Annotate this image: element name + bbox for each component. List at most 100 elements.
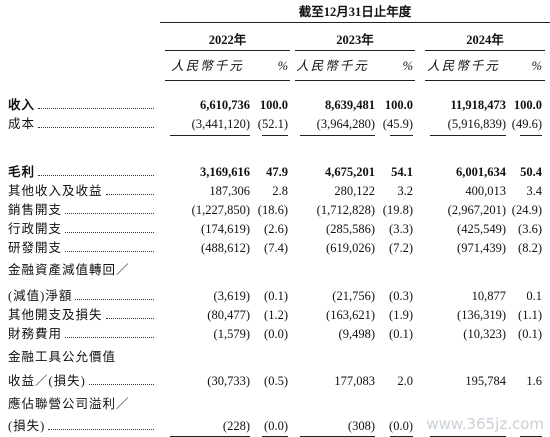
label-text: 應佔聯營公司溢利／: [8, 397, 130, 411]
cell: (45.9): [382, 117, 413, 131]
cell: (19.8): [382, 203, 413, 217]
row-label: 金融資產減值轉回／: [8, 262, 130, 278]
cell: (24.9): [511, 203, 542, 217]
cell: 6,001,634: [456, 165, 506, 179]
unit-header: %: [277, 59, 288, 73]
row-label: 行政開支: [8, 221, 154, 237]
cell: 2.8: [272, 184, 288, 198]
dot-leader: [38, 97, 154, 109]
cell: 6,610,736: [200, 98, 250, 112]
cell: (10,323): [463, 327, 506, 341]
cell: (5,916,839): [447, 117, 506, 131]
cell: (3.6): [518, 222, 542, 236]
unit-header: 人民幣千元: [296, 59, 369, 73]
unit-header: %: [402, 59, 413, 73]
row-label: 毛利: [8, 164, 154, 180]
period-header: 截至12月31日止年度: [298, 5, 412, 19]
dot-leader: [88, 373, 154, 385]
cell: 400,013: [465, 184, 506, 198]
cell: (0.0): [264, 327, 288, 341]
cell: (2,967,201): [447, 203, 506, 217]
cell: (21,756): [332, 289, 375, 303]
cell: (9,498): [338, 327, 375, 341]
row-label: 應佔聯營公司溢利／: [8, 396, 130, 412]
rule: [165, 80, 290, 81]
cell: (0.5): [264, 374, 288, 388]
cell: (0.0): [264, 419, 288, 433]
cell: 3.2: [397, 184, 413, 198]
cell: (1,579): [213, 327, 250, 341]
cell: 3.4: [526, 184, 542, 198]
cell: (7.4): [264, 241, 288, 255]
dot-leader: [105, 307, 154, 319]
rule: [165, 50, 290, 51]
cell: (1.2): [264, 308, 288, 322]
rule: [425, 80, 545, 81]
dot-leader: [65, 221, 154, 233]
cell: (80,477): [207, 308, 250, 322]
watermark: www.365jz.com: [426, 415, 544, 433]
dot-leader: [38, 164, 154, 176]
rule: [160, 22, 550, 23]
cell: 2.0: [397, 374, 413, 388]
cell: 177,083: [334, 374, 375, 388]
dot-leader: [105, 183, 154, 195]
cell: (3,619): [213, 289, 250, 303]
label-text: 金融工具公允價值: [8, 350, 117, 364]
rule: [295, 50, 415, 51]
label-text: 研發開支: [8, 241, 63, 255]
cell: (3,964,280): [316, 117, 375, 131]
rule: [295, 80, 415, 81]
label-text: 成本: [8, 117, 36, 131]
cell: (1,712,828): [316, 203, 375, 217]
dot-leader: [75, 288, 154, 300]
cell: 11,918,473: [450, 98, 506, 112]
unit-header: %: [531, 59, 542, 73]
dot-leader: [48, 418, 154, 430]
rule: [390, 135, 413, 136]
cell: (228): [222, 419, 250, 433]
cell: 3,169,616: [200, 165, 250, 179]
rule: [170, 135, 250, 136]
cell: (136,319): [457, 308, 506, 322]
cell: (0.3): [389, 289, 413, 303]
cell: 195,784: [465, 374, 506, 388]
cell: (0.1): [264, 289, 288, 303]
cell: (0.0): [389, 419, 413, 433]
cell: (3.3): [389, 222, 413, 236]
cell: 4,675,201: [325, 165, 375, 179]
label-text: 財務費用: [8, 327, 63, 341]
cell: (971,439): [457, 241, 506, 255]
cell: (619,026): [326, 241, 375, 255]
cell: 187,306: [209, 184, 250, 198]
row-label: 收入: [8, 97, 154, 113]
cell: (0.1): [389, 327, 413, 341]
rule: [300, 135, 375, 136]
row-label: (損失): [8, 418, 154, 434]
cell: (308): [347, 419, 375, 433]
cell: (174,619): [201, 222, 250, 236]
label-text: 其他開支及損失: [8, 308, 103, 322]
dot-leader: [65, 326, 154, 338]
cell: (52.1): [257, 117, 288, 131]
rule: [520, 135, 542, 136]
row-label: 成本: [8, 116, 154, 132]
row-label: 金融工具公允價值: [8, 349, 116, 365]
label-text: 金融資產減值轉回／: [8, 263, 130, 277]
cell: (1.9): [389, 308, 413, 322]
dot-leader: [65, 202, 154, 214]
row-label: 其他開支及損失: [8, 307, 154, 323]
cell: 100.0: [259, 98, 288, 112]
dot-leader: [38, 116, 154, 128]
unit-header: 人民幣千元: [427, 59, 500, 73]
rule: [262, 135, 288, 136]
rule: [425, 50, 545, 51]
cell: (2.6): [264, 222, 288, 236]
cell: (1.1): [518, 308, 542, 322]
row-label: 其他收入及收益: [8, 183, 154, 199]
label-text: 收益／(損失): [8, 374, 86, 388]
label-text: 銷售開支: [8, 203, 63, 217]
rule: [430, 135, 506, 136]
row-label: 收益／(損失): [8, 373, 154, 389]
cell: 100.0: [384, 98, 413, 112]
